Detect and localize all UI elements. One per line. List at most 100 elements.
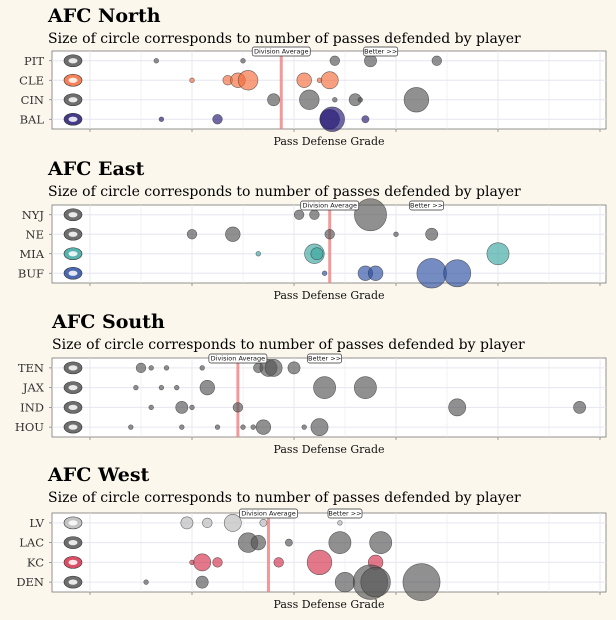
data-point-den	[334, 571, 356, 593]
data-point-hou	[310, 418, 329, 437]
division-average-label: Division Average	[254, 48, 309, 56]
better-label-box	[327, 508, 363, 519]
chart-subtitle: Size of circle corresponds to number of …	[48, 184, 521, 200]
data-point-hou	[250, 424, 256, 430]
data-point-nyj	[293, 209, 305, 220]
division-average-label-box	[239, 508, 298, 519]
chart-panel-1: AFC East Size of circle corresponds to nu…	[18, 158, 607, 302]
chart-title: AFC North	[47, 5, 161, 27]
division-average-label-box	[251, 46, 311, 57]
x-axis-label: Pass Defense Grade	[273, 135, 384, 148]
better-label-box	[409, 200, 444, 211]
data-point-bal	[319, 106, 345, 132]
data-point-ten	[264, 358, 283, 377]
data-point-hou	[255, 419, 272, 435]
team-label: NE	[26, 227, 44, 241]
data-point-ne	[425, 227, 439, 241]
data-point-pit	[153, 58, 159, 64]
team-label: LAC	[19, 536, 44, 550]
data-point-hou	[179, 424, 185, 430]
data-point-cin	[299, 89, 320, 110]
chargers-logo	[63, 536, 83, 549]
team-label: KC	[27, 555, 44, 569]
data-point-buf	[321, 270, 328, 276]
data-point-pit	[431, 55, 442, 66]
team-label: MIA	[19, 247, 44, 261]
team-label: TEN	[18, 361, 44, 375]
broncos-logo	[63, 575, 83, 589]
data-point-ten	[287, 361, 301, 375]
better-label: Better >>	[328, 510, 361, 518]
chiefs-logo	[63, 556, 83, 569]
better-label: Better >>	[364, 48, 397, 56]
better-label-box	[307, 353, 342, 364]
division-average-label: Division Average	[241, 510, 296, 518]
chart-title: AFC West	[47, 464, 150, 486]
bills-logo	[63, 266, 83, 280]
data-point-ind	[573, 400, 586, 414]
chart-subtitle: Size of circle corresponds to number of …	[48, 490, 521, 506]
division-average-label: Division Average	[211, 355, 266, 363]
data-point-jax	[133, 384, 139, 391]
data-point-jax	[353, 376, 377, 400]
data-point-nyj	[309, 209, 320, 220]
data-point-den	[143, 579, 149, 585]
team-label: NYJ	[22, 208, 45, 222]
data-point-mia	[310, 247, 324, 261]
bengals-logo	[63, 93, 83, 107]
data-point-cle	[296, 72, 312, 88]
team-label: JAX	[22, 381, 45, 395]
chart-subtitle: Size of circle corresponds to number of …	[48, 31, 521, 47]
texans-logo	[63, 420, 83, 434]
data-point-kc	[193, 553, 212, 572]
data-point-cin	[267, 93, 280, 107]
data-point-mia	[255, 251, 261, 257]
titans-logo	[63, 361, 83, 375]
division-average-label: Division Average	[302, 202, 357, 210]
data-point-ten	[135, 362, 147, 374]
data-point-pit	[240, 58, 246, 64]
data-point-lv	[223, 513, 242, 532]
data-point-bal	[212, 114, 223, 125]
x-axis-label: Pass Defense Grade	[273, 443, 384, 456]
division-average-label-box	[300, 200, 360, 211]
browns-logo	[63, 73, 83, 87]
data-point-lv	[259, 518, 268, 527]
better-label: Better >>	[308, 355, 341, 363]
data-point-ind	[448, 398, 467, 417]
data-point-cle	[237, 70, 259, 91]
steelers-logo	[63, 54, 83, 68]
data-point-den	[402, 563, 441, 602]
data-point-ind	[175, 400, 189, 414]
division-average-label-box	[208, 353, 268, 364]
team-label: HOU	[15, 420, 44, 434]
team-label: PIT	[24, 54, 44, 68]
data-point-ten	[199, 365, 205, 371]
team-label: CIN	[21, 93, 44, 107]
x-axis-label: Pass Defense Grade	[273, 289, 384, 302]
data-point-cin	[332, 97, 338, 103]
data-point-buf	[443, 259, 472, 288]
data-point-den	[195, 575, 209, 589]
better-label: Better >>	[410, 202, 443, 210]
data-point-kc	[306, 549, 333, 576]
team-label: LV	[29, 516, 44, 530]
dolphins-logo	[63, 247, 83, 261]
chart-title: AFC East	[47, 158, 144, 180]
data-point-ten	[148, 365, 154, 371]
data-point-lac	[250, 534, 266, 551]
data-point-lac	[284, 538, 293, 547]
data-point-hou	[128, 424, 134, 430]
data-point-jax	[158, 384, 165, 391]
data-point-pit	[329, 55, 340, 66]
team-label: BUF	[18, 266, 44, 280]
data-point-ne	[324, 229, 335, 240]
team-label: CLE	[19, 73, 44, 87]
data-point-cle	[189, 77, 195, 83]
data-point-lac	[328, 531, 352, 555]
data-point-hou	[214, 424, 221, 430]
data-point-lac	[369, 531, 393, 555]
data-point-mia	[486, 242, 510, 266]
data-point-ind	[148, 404, 154, 411]
raiders-logo	[63, 516, 83, 530]
